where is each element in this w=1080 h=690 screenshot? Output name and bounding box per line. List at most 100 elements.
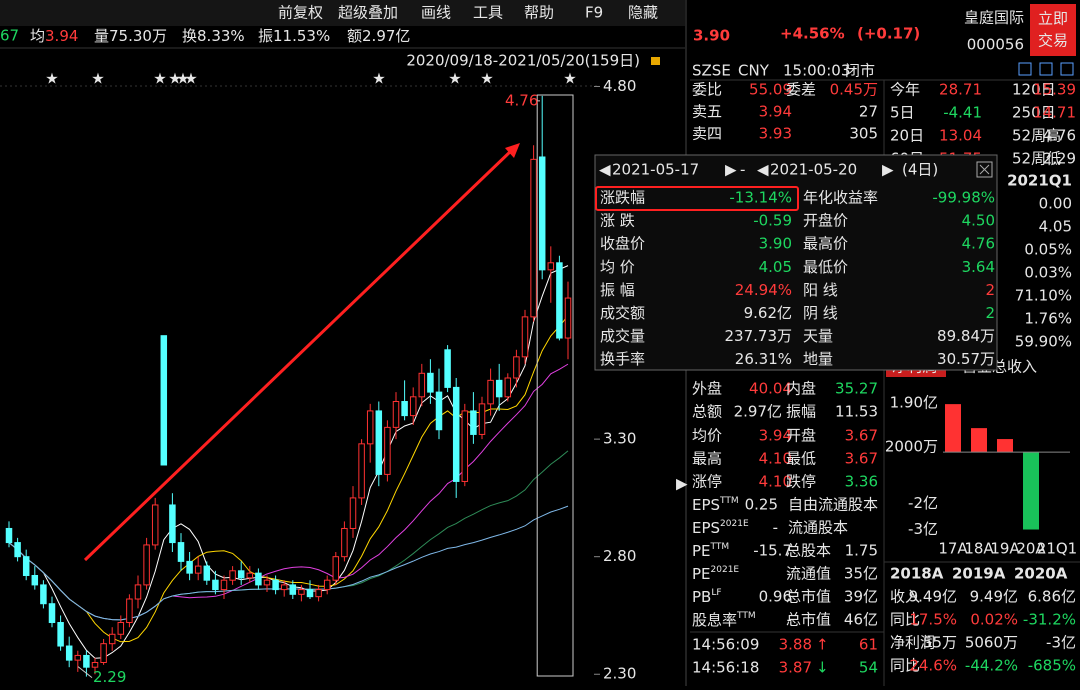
y-tick-label: 2.80	[603, 547, 636, 565]
quarter-value: 4.05	[1039, 218, 1072, 236]
menu-item[interactable]: 隐藏	[628, 4, 658, 22]
close-button[interactable]	[976, 161, 993, 178]
icon[interactable]	[1018, 62, 1032, 76]
expand-arrow[interactable]: ▶	[676, 475, 688, 493]
nav-arrow[interactable]: ◀	[599, 161, 611, 179]
info-value: 2.97亿	[362, 27, 410, 45]
date-range: 2020/09/18-2021/05/20(159日)	[406, 52, 640, 70]
row-label: 总额	[692, 403, 722, 421]
icon[interactable]	[1060, 62, 1074, 76]
info-value: 3.94	[45, 27, 78, 45]
candle-body	[220, 579, 228, 591]
status: CNY	[738, 62, 770, 80]
menu-item[interactable]: F9	[585, 4, 603, 22]
selection-box	[536, 94, 574, 677]
row-label: 总股本	[786, 542, 831, 560]
stock-name: 皇庭国际	[964, 9, 1024, 27]
candle-body	[22, 556, 30, 576]
row-value-sup: TTM	[719, 496, 739, 506]
row-label-main: PE	[692, 565, 711, 583]
trade-button[interactable]	[1030, 4, 1076, 56]
candle-body	[341, 527, 348, 558]
popup-value: 4.50	[962, 212, 995, 230]
candle-body	[521, 316, 529, 358]
nav-arrow[interactable]: ▶	[882, 161, 894, 179]
candle-body	[237, 570, 245, 579]
candle-body	[332, 556, 340, 581]
candle-body	[186, 560, 193, 574]
quarter-value: 59.90%	[1015, 333, 1072, 351]
menu-item[interactable]: 帮助	[524, 4, 554, 22]
star: ★	[372, 70, 385, 88]
candle-body	[392, 401, 400, 428]
status: 闭市	[845, 62, 875, 80]
nav-arrow[interactable]: ▶	[725, 161, 737, 179]
info-label: 换	[182, 27, 197, 45]
popup-value: 89.84万	[937, 327, 995, 345]
button-text[interactable]: 交易	[1038, 32, 1068, 50]
row-label: 同比	[890, 611, 920, 629]
row-value: 卖四	[692, 125, 722, 143]
candle-body	[14, 542, 21, 558]
row-label: 52周高	[1012, 127, 1061, 145]
lock-icon[interactable]	[651, 57, 660, 65]
candle-body	[117, 622, 125, 635]
info-label: 额	[347, 27, 362, 45]
popup-label: 均 价	[600, 258, 635, 276]
row-value: EPSTTM	[692, 496, 739, 514]
info-label: 量	[94, 27, 109, 45]
row-label: 0.02%	[970, 611, 1018, 629]
candle-body	[160, 335, 168, 466]
popup	[594, 154, 998, 371]
info-item: 量75.30万	[94, 27, 167, 45]
info-value: 75.30万	[109, 27, 167, 45]
candle-body	[100, 643, 107, 663]
row-value: 3.67	[845, 450, 878, 468]
fin-bar	[1023, 452, 1039, 530]
menu-item[interactable]: 超级叠加	[338, 4, 398, 22]
candle-body	[255, 572, 262, 586]
nav-arrow[interactable]: ◀	[757, 161, 769, 179]
quarter-title: 2021Q1	[1007, 172, 1072, 190]
menu-item[interactable]: 工具	[473, 4, 503, 22]
row-value: -	[773, 519, 778, 537]
popup-label: 成交量	[600, 327, 645, 345]
row-label: 内盘	[786, 380, 816, 398]
candle-body	[375, 410, 383, 475]
popup-value: -0.59	[753, 212, 792, 230]
candle-body	[134, 584, 142, 600]
candle-body	[487, 379, 494, 405]
icon[interactable]	[1039, 62, 1053, 76]
y-tick-label: 2.30	[603, 665, 636, 683]
popup-value: -99.98%	[932, 189, 995, 207]
candle-body	[418, 372, 426, 398]
arrow-head	[505, 143, 520, 158]
row-label: 最低	[786, 450, 816, 468]
button-text[interactable]: 立即	[1038, 10, 1068, 28]
info-label: 振	[258, 27, 273, 45]
stock-code: 000056	[967, 36, 1024, 54]
menu-item[interactable]: 前复权	[278, 4, 323, 22]
menu-bar	[0, 0, 685, 26]
candle-body	[5, 527, 13, 544]
popup-label: 收盘价	[600, 235, 645, 253]
popup-label: 最低价	[803, 258, 848, 276]
popup-label: 开盘价	[803, 212, 848, 230]
info-item: 振11.53%	[258, 27, 330, 45]
moving-average	[8, 505, 569, 621]
status: 15:00:03	[783, 62, 850, 80]
popup-value: 2	[985, 281, 995, 299]
row-value: 24.6%	[909, 657, 957, 675]
info-item: 均3.94	[30, 27, 78, 45]
row-value: 305	[849, 125, 878, 143]
candle-body	[246, 572, 254, 579]
star: ★	[448, 70, 461, 88]
menu-item[interactable]: 画线	[421, 4, 451, 22]
candle-body	[504, 377, 512, 398]
row-label: 流通值	[786, 565, 831, 583]
fin-category: 17A	[938, 540, 968, 558]
star: ★	[563, 70, 576, 88]
low-label: 2.29	[93, 668, 126, 686]
popup-value: 3.64	[962, 258, 995, 276]
fin-category: 19A	[990, 540, 1020, 558]
